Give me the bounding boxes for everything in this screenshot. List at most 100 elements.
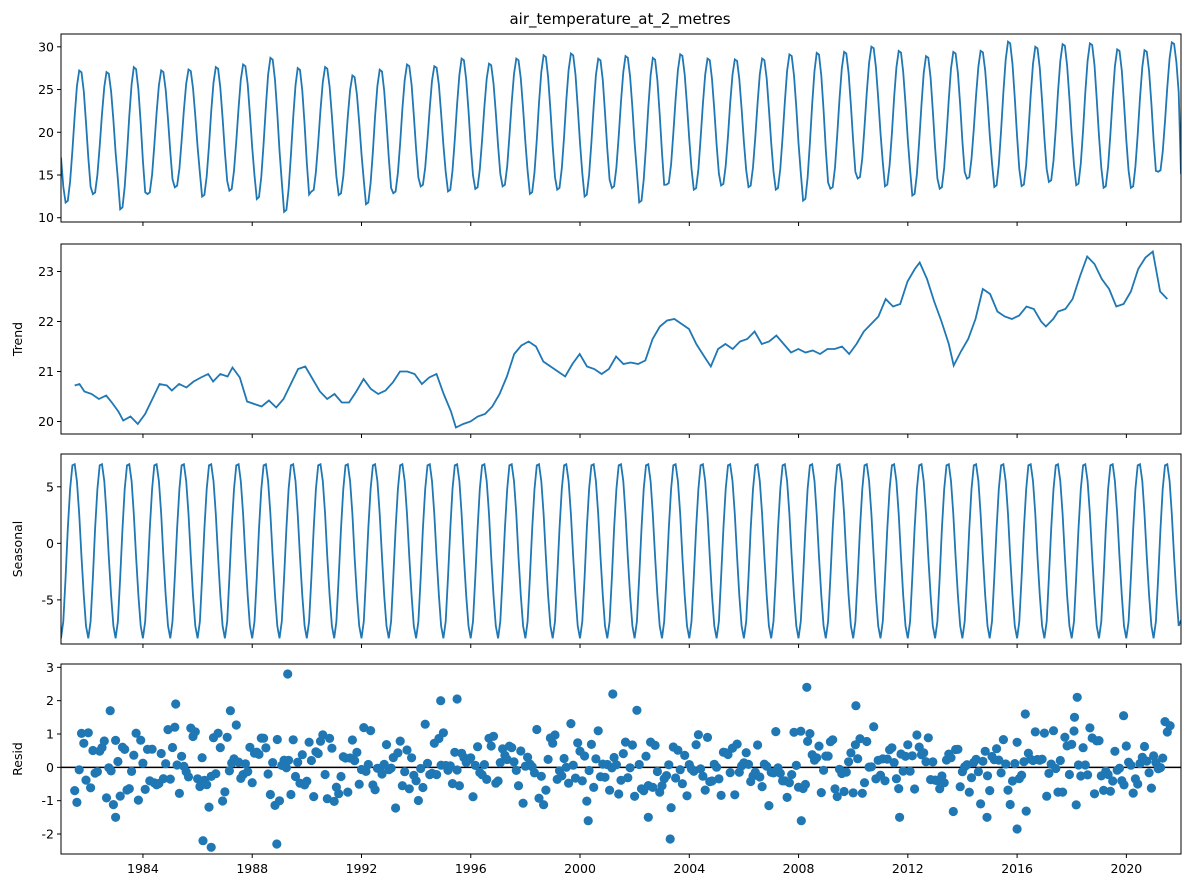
resid-point — [452, 765, 462, 775]
resid-point — [611, 760, 622, 770]
resid-point — [844, 757, 854, 767]
resid-point — [352, 747, 362, 758]
resid-point — [903, 740, 913, 750]
resid-point — [880, 776, 890, 786]
resid-point — [147, 744, 157, 754]
resid-point — [939, 778, 949, 788]
resid-point — [732, 739, 742, 749]
resid-point — [529, 768, 540, 778]
resid-point — [450, 747, 460, 757]
resid-point — [536, 771, 546, 781]
resid-point — [1039, 728, 1049, 738]
observed-plot-area — [61, 40, 1181, 214]
resid-point — [511, 765, 521, 776]
panel-seasonal: -5 0 5 Seasonal — [10, 453, 1182, 648]
resid-point — [978, 756, 988, 766]
resid-point — [493, 776, 503, 786]
resid-point — [605, 785, 615, 795]
resid-point — [789, 727, 799, 737]
resid-point — [998, 735, 1009, 745]
resid-point — [436, 696, 446, 706]
resid-point — [1042, 791, 1052, 801]
chart-title: air_temperature_at_2_metres — [509, 10, 730, 29]
resid-point — [632, 705, 642, 715]
resid-point — [753, 740, 763, 750]
resid-point — [1012, 737, 1022, 747]
resid-point — [1037, 754, 1047, 764]
resid-point — [771, 727, 781, 737]
resid-point — [1103, 769, 1113, 780]
y-tick-label: -5 — [42, 592, 54, 607]
x-tick-label: 1996 — [455, 861, 487, 876]
resid-point — [828, 735, 838, 745]
resid-point — [113, 756, 123, 767]
resid-point — [830, 784, 840, 794]
resid-point — [86, 783, 96, 793]
resid-point — [921, 757, 931, 767]
resid-point — [381, 740, 392, 750]
resid-point — [1012, 824, 1022, 834]
resid-point — [673, 745, 683, 755]
resid-axes-frame — [60, 663, 1182, 855]
x-tick-label: 2016 — [1001, 861, 1033, 876]
resid-plot-area — [61, 669, 1181, 852]
resid-point — [577, 776, 587, 786]
resid-point — [283, 669, 293, 679]
resid-point — [716, 790, 726, 801]
resid-point — [1069, 712, 1080, 722]
resid-point — [1071, 800, 1081, 810]
y-tick-label: 21 — [38, 364, 54, 379]
resid-point — [268, 758, 278, 768]
resid-point — [910, 784, 920, 794]
resid-point — [516, 746, 526, 756]
resid-point — [712, 762, 722, 772]
resid-point — [584, 765, 594, 776]
resid-point — [1005, 799, 1015, 810]
y-tick-label: 0 — [46, 760, 54, 775]
resid-point — [580, 751, 590, 761]
resid-point — [197, 753, 207, 763]
resid-point — [272, 839, 282, 849]
resid-point — [81, 775, 91, 785]
x-tick-label: 2020 — [1110, 861, 1142, 876]
resid-point — [928, 757, 938, 767]
resid-point — [286, 789, 296, 800]
resid-point — [495, 758, 505, 768]
resid-point — [1099, 785, 1109, 796]
resid-point — [108, 800, 118, 810]
resid-point — [377, 769, 387, 779]
resid-point — [543, 754, 553, 765]
seasonal-axes-frame — [60, 453, 1182, 645]
resid-point — [973, 767, 984, 777]
resid-point — [161, 759, 171, 769]
resid-point — [174, 788, 184, 799]
resid-point — [318, 730, 328, 740]
resid-point — [994, 755, 1004, 765]
resid-point — [288, 735, 298, 745]
resid-point — [982, 771, 993, 781]
resid-point — [136, 735, 146, 745]
resid-point — [851, 701, 861, 711]
x-tick-label: 2004 — [673, 861, 705, 876]
resid-point — [171, 699, 181, 709]
resid-point — [1165, 721, 1175, 731]
resid-point — [796, 816, 806, 826]
resid-point — [1021, 806, 1031, 816]
resid-point — [976, 799, 986, 809]
resid-point — [800, 779, 811, 790]
resid-point — [862, 736, 872, 747]
resid-point — [322, 794, 332, 804]
resid-point — [1055, 755, 1065, 766]
resid-point — [953, 744, 963, 754]
resid-point — [1069, 726, 1079, 736]
resid-point — [304, 737, 314, 747]
seasonal-plot-area — [61, 462, 1181, 639]
resid-point — [652, 766, 663, 777]
resid-point — [470, 760, 480, 771]
resid-point — [1060, 732, 1070, 742]
resid-point — [124, 784, 134, 794]
resid-point — [466, 753, 476, 763]
resid-point — [696, 764, 706, 774]
x-tick-label: 1984 — [127, 861, 159, 876]
resid-point — [614, 789, 624, 799]
